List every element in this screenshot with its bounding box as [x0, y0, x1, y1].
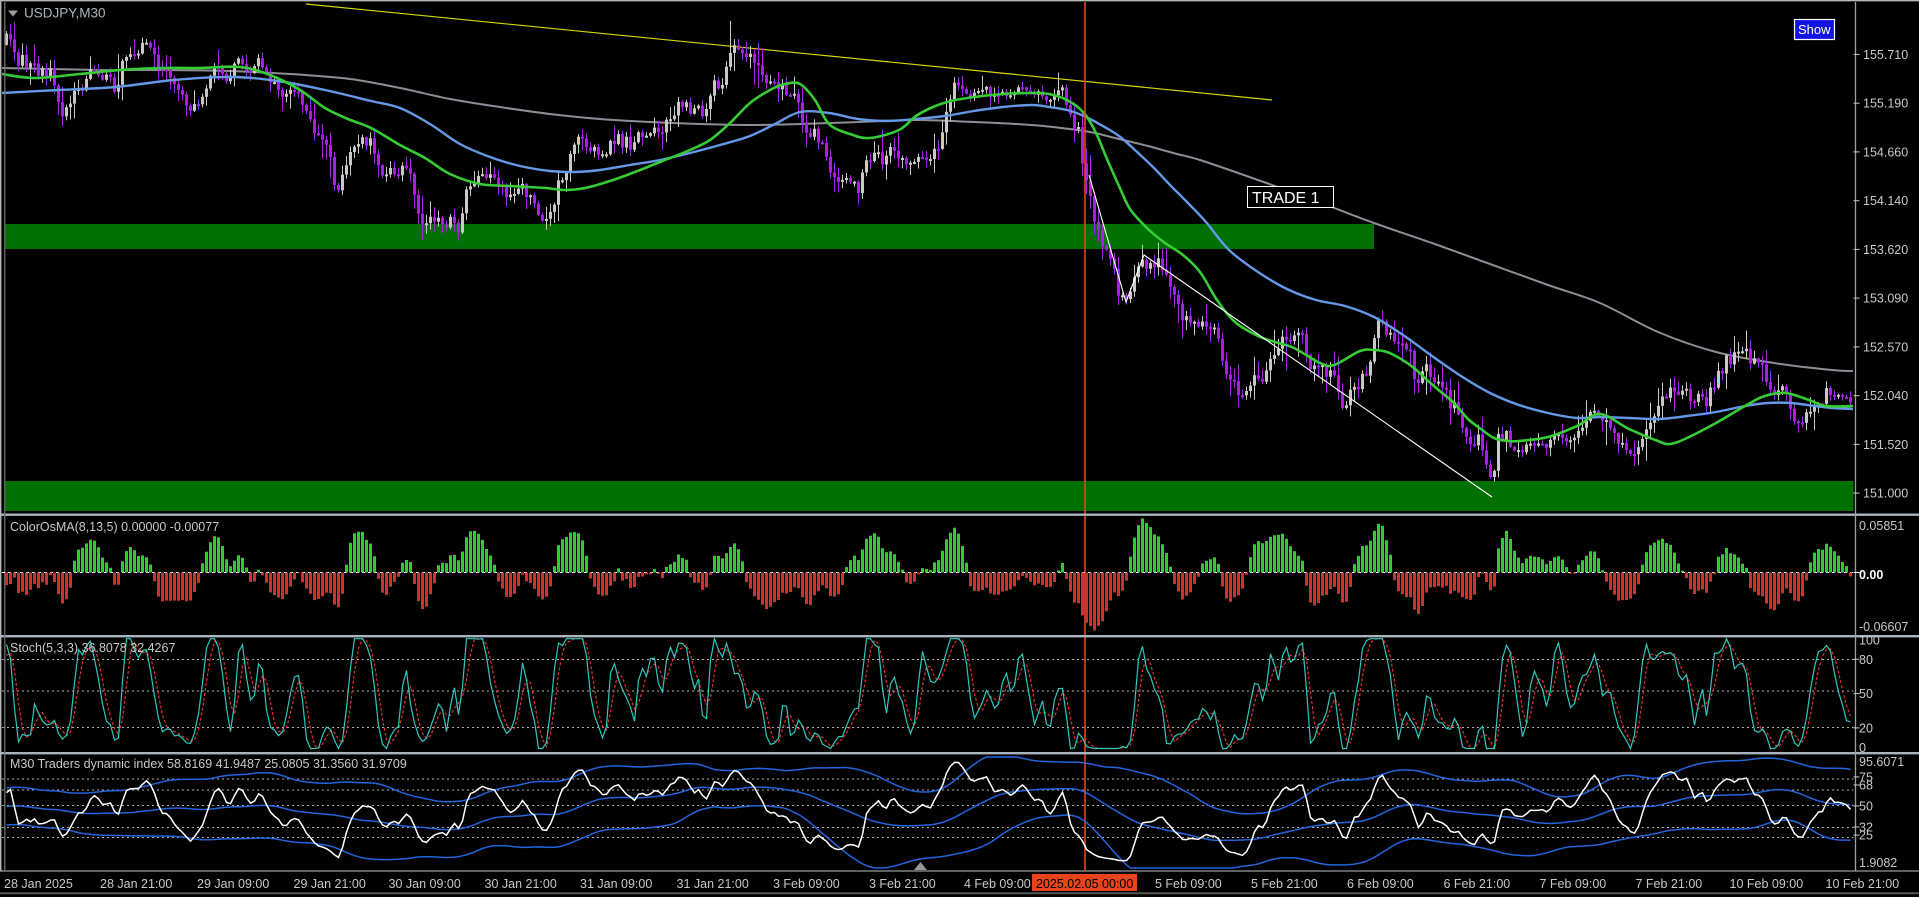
svg-text:151.520: 151.520	[1863, 438, 1908, 452]
svg-text:ColorOsMA(8,13,5) 0.00000 -0.0: ColorOsMA(8,13,5) 0.00000 -0.00077	[10, 520, 219, 534]
svg-text:2025.02.05 00:00: 2025.02.05 00:00	[1036, 877, 1133, 891]
svg-text:6 Feb 21:00: 6 Feb 21:00	[1444, 877, 1511, 891]
svg-text:10 Feb 09:00: 10 Feb 09:00	[1730, 877, 1804, 891]
svg-text:50: 50	[1859, 687, 1873, 701]
svg-text:Stoch(5,3,3) 36.8078 32.4267: Stoch(5,3,3) 36.8078 32.4267	[10, 641, 175, 655]
svg-text:154.140: 154.140	[1863, 194, 1908, 208]
svg-text:154.660: 154.660	[1863, 145, 1908, 159]
svg-text:30 Jan 21:00: 30 Jan 21:00	[485, 877, 557, 891]
svg-text:M30 Traders dynamic index 58.8: M30 Traders dynamic index 58.8169 41.948…	[10, 757, 407, 771]
svg-text:0: 0	[1859, 741, 1866, 755]
svg-text:-0.06607: -0.06607	[1859, 620, 1908, 634]
svg-text:31 Jan 21:00: 31 Jan 21:00	[677, 877, 749, 891]
svg-text:68: 68	[1859, 779, 1873, 793]
svg-text:10 Feb 21:00: 10 Feb 21:00	[1826, 877, 1900, 891]
svg-text:151.000: 151.000	[1863, 487, 1908, 501]
svg-text:0.00: 0.00	[1859, 568, 1883, 582]
svg-text:29 Jan 09:00: 29 Jan 09:00	[197, 877, 269, 891]
svg-text:4 Feb 09:00: 4 Feb 09:00	[964, 877, 1031, 891]
svg-text:31 Jan 09:00: 31 Jan 09:00	[580, 877, 652, 891]
svg-text:152.570: 152.570	[1863, 340, 1908, 354]
svg-text:3 Feb 21:00: 3 Feb 21:00	[869, 877, 936, 891]
svg-text:75: 75	[1859, 770, 1873, 784]
svg-text:25: 25	[1859, 829, 1873, 843]
svg-text:30 Jan 09:00: 30 Jan 09:00	[389, 877, 461, 891]
svg-text:7 Feb 21:00: 7 Feb 21:00	[1636, 877, 1703, 891]
svg-text:3 Feb 09:00: 3 Feb 09:00	[773, 877, 840, 891]
svg-text:28 Jan 21:00: 28 Jan 21:00	[100, 877, 172, 891]
svg-text:28 Jan 2025: 28 Jan 2025	[4, 877, 73, 891]
svg-text:153.090: 153.090	[1863, 292, 1908, 306]
svg-text:0.05851: 0.05851	[1859, 519, 1904, 533]
svg-text:100: 100	[1859, 633, 1880, 647]
svg-text:6 Feb 09:00: 6 Feb 09:00	[1347, 877, 1414, 891]
svg-text:5 Feb 21:00: 5 Feb 21:00	[1251, 877, 1318, 891]
svg-text:50: 50	[1859, 800, 1873, 814]
svg-text:155.190: 155.190	[1863, 97, 1908, 111]
svg-text:153.620: 153.620	[1863, 243, 1908, 257]
svg-text:95.6071: 95.6071	[1859, 755, 1904, 769]
svg-text:5 Feb 09:00: 5 Feb 09:00	[1155, 877, 1222, 891]
svg-text:7 Feb 09:00: 7 Feb 09:00	[1540, 877, 1607, 891]
svg-text:152.040: 152.040	[1863, 389, 1908, 403]
svg-text:32: 32	[1859, 821, 1873, 835]
svg-text:TRADE 1: TRADE 1	[1252, 190, 1320, 207]
svg-text:80: 80	[1859, 653, 1873, 667]
svg-text:29 Jan 21:00: 29 Jan 21:00	[294, 877, 366, 891]
svg-text:20: 20	[1859, 721, 1873, 735]
svg-text:155.710: 155.710	[1863, 48, 1908, 62]
svg-text:Show: Show	[1798, 22, 1831, 37]
svg-text:1.9082: 1.9082	[1859, 856, 1897, 870]
svg-text:USDJPY,M30: USDJPY,M30	[24, 6, 106, 21]
